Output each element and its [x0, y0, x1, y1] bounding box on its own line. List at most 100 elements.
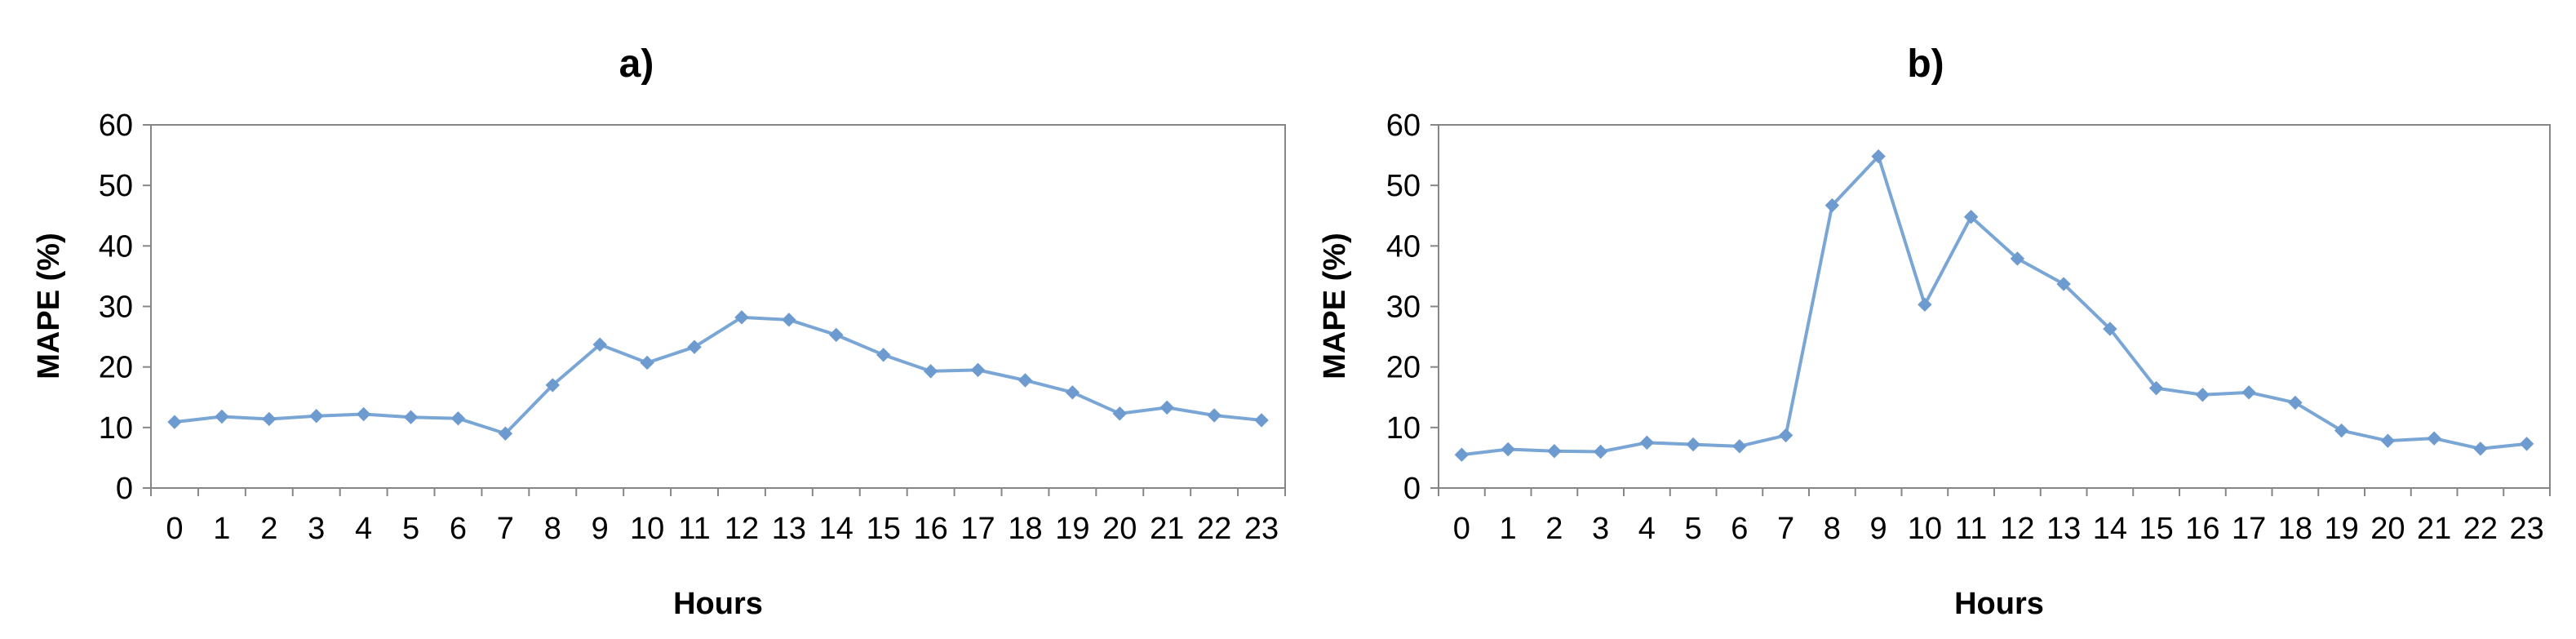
- y-ticks-a: 0 10 20 30 40 50 60: [99, 109, 151, 506]
- y-tick-label: 0: [116, 472, 133, 506]
- data-point-marker: [2473, 442, 2488, 456]
- data-point-marker: [2195, 388, 2210, 402]
- x-tick-label: 10: [1908, 512, 1942, 546]
- series-line: [1461, 154, 2527, 457]
- data-point-marker: [829, 327, 844, 343]
- x-ticks-a: 0 1 2 3 4 5 6 7 8 9 10 11 12 13 14 15 16 17 18 19 20 21 22 23: [150, 488, 1286, 546]
- data-point-marker: [640, 355, 654, 371]
- plot-area-a: [150, 124, 1286, 489]
- x-tick-label: 7: [1777, 512, 1794, 546]
- y-tick-label: 60: [1386, 109, 1421, 143]
- x-tick-label: 8: [544, 512, 561, 546]
- x-tick-label: 20: [1102, 512, 1137, 546]
- data-point-marker: [403, 410, 419, 424]
- x-tick-label: 9: [592, 512, 609, 546]
- x-tick-label: 0: [166, 512, 183, 546]
- data-point-marker: [1501, 442, 1515, 457]
- y-tick-label: 50: [1386, 169, 1421, 203]
- y-axis-title-b: MAPE (%): [1318, 233, 1352, 379]
- series-line: [174, 315, 1262, 436]
- x-tick-label: 8: [1824, 512, 1841, 546]
- x-tick-label: 4: [1638, 512, 1656, 546]
- x-tick-label: 5: [1685, 512, 1702, 546]
- x-tick-label: 19: [1055, 512, 1089, 546]
- y-tick-label: 10: [1386, 411, 1421, 446]
- data-point-marker: [1018, 373, 1033, 388]
- x-tick-label: 16: [2185, 512, 2219, 546]
- x-tick-label: 13: [772, 512, 806, 546]
- chart-title-a: a): [619, 42, 654, 86]
- x-ticks-b: 0 1 2 3 4 5 6 7 8 9 10 11 12 13 14 15 16 17 18 19 20 21 22 23: [1438, 488, 2551, 546]
- data-point-marker: [1159, 400, 1174, 415]
- data-point-marker: [1686, 437, 1700, 452]
- data-point-marker: [1593, 444, 1608, 459]
- x-tick-label: 18: [1008, 512, 1042, 546]
- data-point-marker: [356, 406, 371, 422]
- data-point-marker: [2148, 380, 2164, 396]
- x-tick-label: 7: [497, 512, 514, 546]
- data-point-marker: [1112, 406, 1127, 421]
- data-point-marker: [1918, 297, 1932, 312]
- data-point-marker: [309, 409, 324, 424]
- data-point-marker: [1254, 413, 1269, 428]
- x-tick-label: 13: [2046, 512, 2081, 546]
- data-point-marker: [592, 337, 607, 352]
- x-tick-label: 2: [1545, 512, 1563, 546]
- x-tick-label: 20: [2370, 512, 2405, 546]
- x-tick-label: 11: [678, 512, 710, 546]
- data-point-marker: [1547, 444, 1562, 459]
- x-tick-label: 14: [2093, 512, 2127, 546]
- y-tick-label: 10: [99, 411, 133, 446]
- x-tick-label: 11: [1955, 512, 1987, 546]
- x-tick-label: 1: [1500, 512, 1517, 546]
- data-point-marker: [167, 415, 182, 429]
- y-tick-label: 30: [99, 291, 133, 325]
- data-point-marker: [2103, 322, 2117, 336]
- data-point-marker: [2288, 395, 2303, 410]
- data-point-marker: [1732, 439, 1747, 454]
- data-point-marker: [1065, 385, 1080, 400]
- x-tick-label: 18: [2278, 512, 2312, 546]
- data-point-marker: [2241, 385, 2256, 400]
- x-tick-label: 21: [2417, 512, 2451, 546]
- plot-area-b: [1438, 124, 2551, 489]
- x-tick-label: 10: [630, 512, 664, 546]
- x-tick-label: 15: [2139, 512, 2173, 546]
- y-tick-label: 0: [1403, 472, 1421, 506]
- y-tick-label: 30: [1386, 291, 1421, 325]
- x-tick-label: 17: [960, 512, 995, 546]
- y-tick-label: 20: [1386, 351, 1421, 385]
- x-tick-label: 0: [1453, 512, 1470, 546]
- x-tick-label: 17: [2232, 512, 2266, 546]
- y-tick-label: 50: [99, 169, 133, 203]
- y-tick-label: 40: [99, 229, 133, 264]
- data-point-marker: [2519, 437, 2534, 451]
- x-tick-label: 12: [725, 512, 759, 546]
- data-point-marker: [1963, 210, 1979, 224]
- data-point-marker: [923, 364, 938, 379]
- data-point-marker: [2334, 423, 2349, 438]
- data-point-marker: [1871, 149, 1886, 164]
- y-tick-label: 60: [99, 109, 133, 143]
- x-tick-label: 19: [2324, 512, 2358, 546]
- data-point-marker: [970, 362, 986, 378]
- data-point-marker: [2427, 431, 2441, 446]
- data-point-marker: [1824, 197, 1840, 213]
- data-point-marker: [2056, 277, 2071, 291]
- series-a: [167, 310, 1269, 441]
- x-tick-label: 6: [1731, 512, 1748, 546]
- y-tick-label: 40: [1386, 229, 1421, 264]
- x-tick-label: 6: [450, 512, 467, 546]
- x-tick-label: 5: [402, 512, 419, 546]
- x-tick-label: 3: [308, 512, 325, 546]
- data-point-marker: [1454, 447, 1470, 462]
- x-tick-label: 9: [1870, 512, 1887, 546]
- x-tick-label: 23: [1244, 512, 1279, 546]
- y-ticks-b: 0 10 20 30 40 50 60: [1386, 109, 1439, 506]
- y-tick-label: 20: [99, 351, 133, 385]
- data-point-marker: [734, 310, 749, 325]
- data-point-marker: [1778, 428, 1793, 443]
- data-point-marker: [498, 426, 513, 441]
